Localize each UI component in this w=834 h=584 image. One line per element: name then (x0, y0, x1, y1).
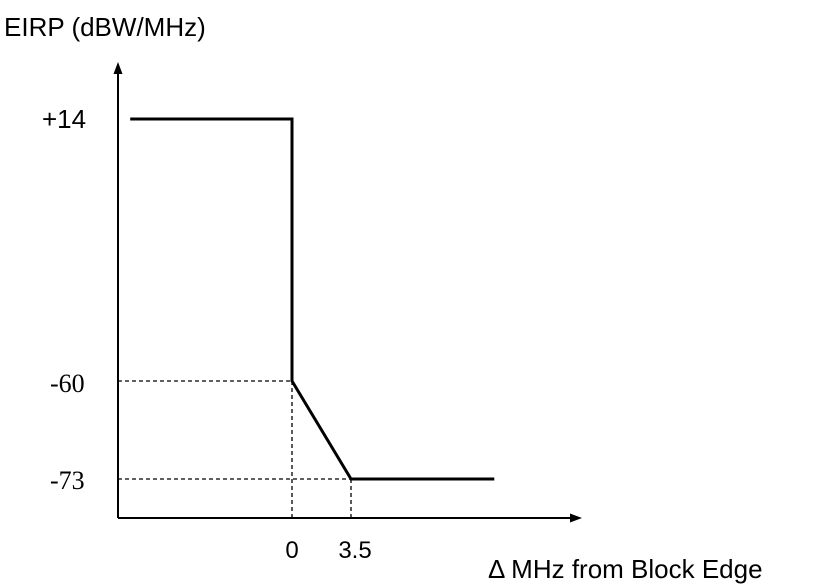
y-tick-label: -73 (50, 466, 85, 495)
x-axis-arrow-icon (570, 513, 582, 523)
x-tick-label: 3.5 (338, 537, 371, 564)
series-lines (130, 117, 495, 481)
guide-lines (118, 380, 352, 518)
y-axis-arrow-icon (113, 62, 123, 74)
series-line (130, 117, 495, 481)
y-tick-label: -60 (50, 369, 85, 398)
y-tick-label: +14 (42, 104, 86, 134)
x-tick-label: 0 (285, 537, 298, 564)
x-axis-label: Δ MHz from Block Edge (488, 554, 763, 584)
y-axis-label: EIRP (dBW/MHz) (4, 12, 206, 42)
